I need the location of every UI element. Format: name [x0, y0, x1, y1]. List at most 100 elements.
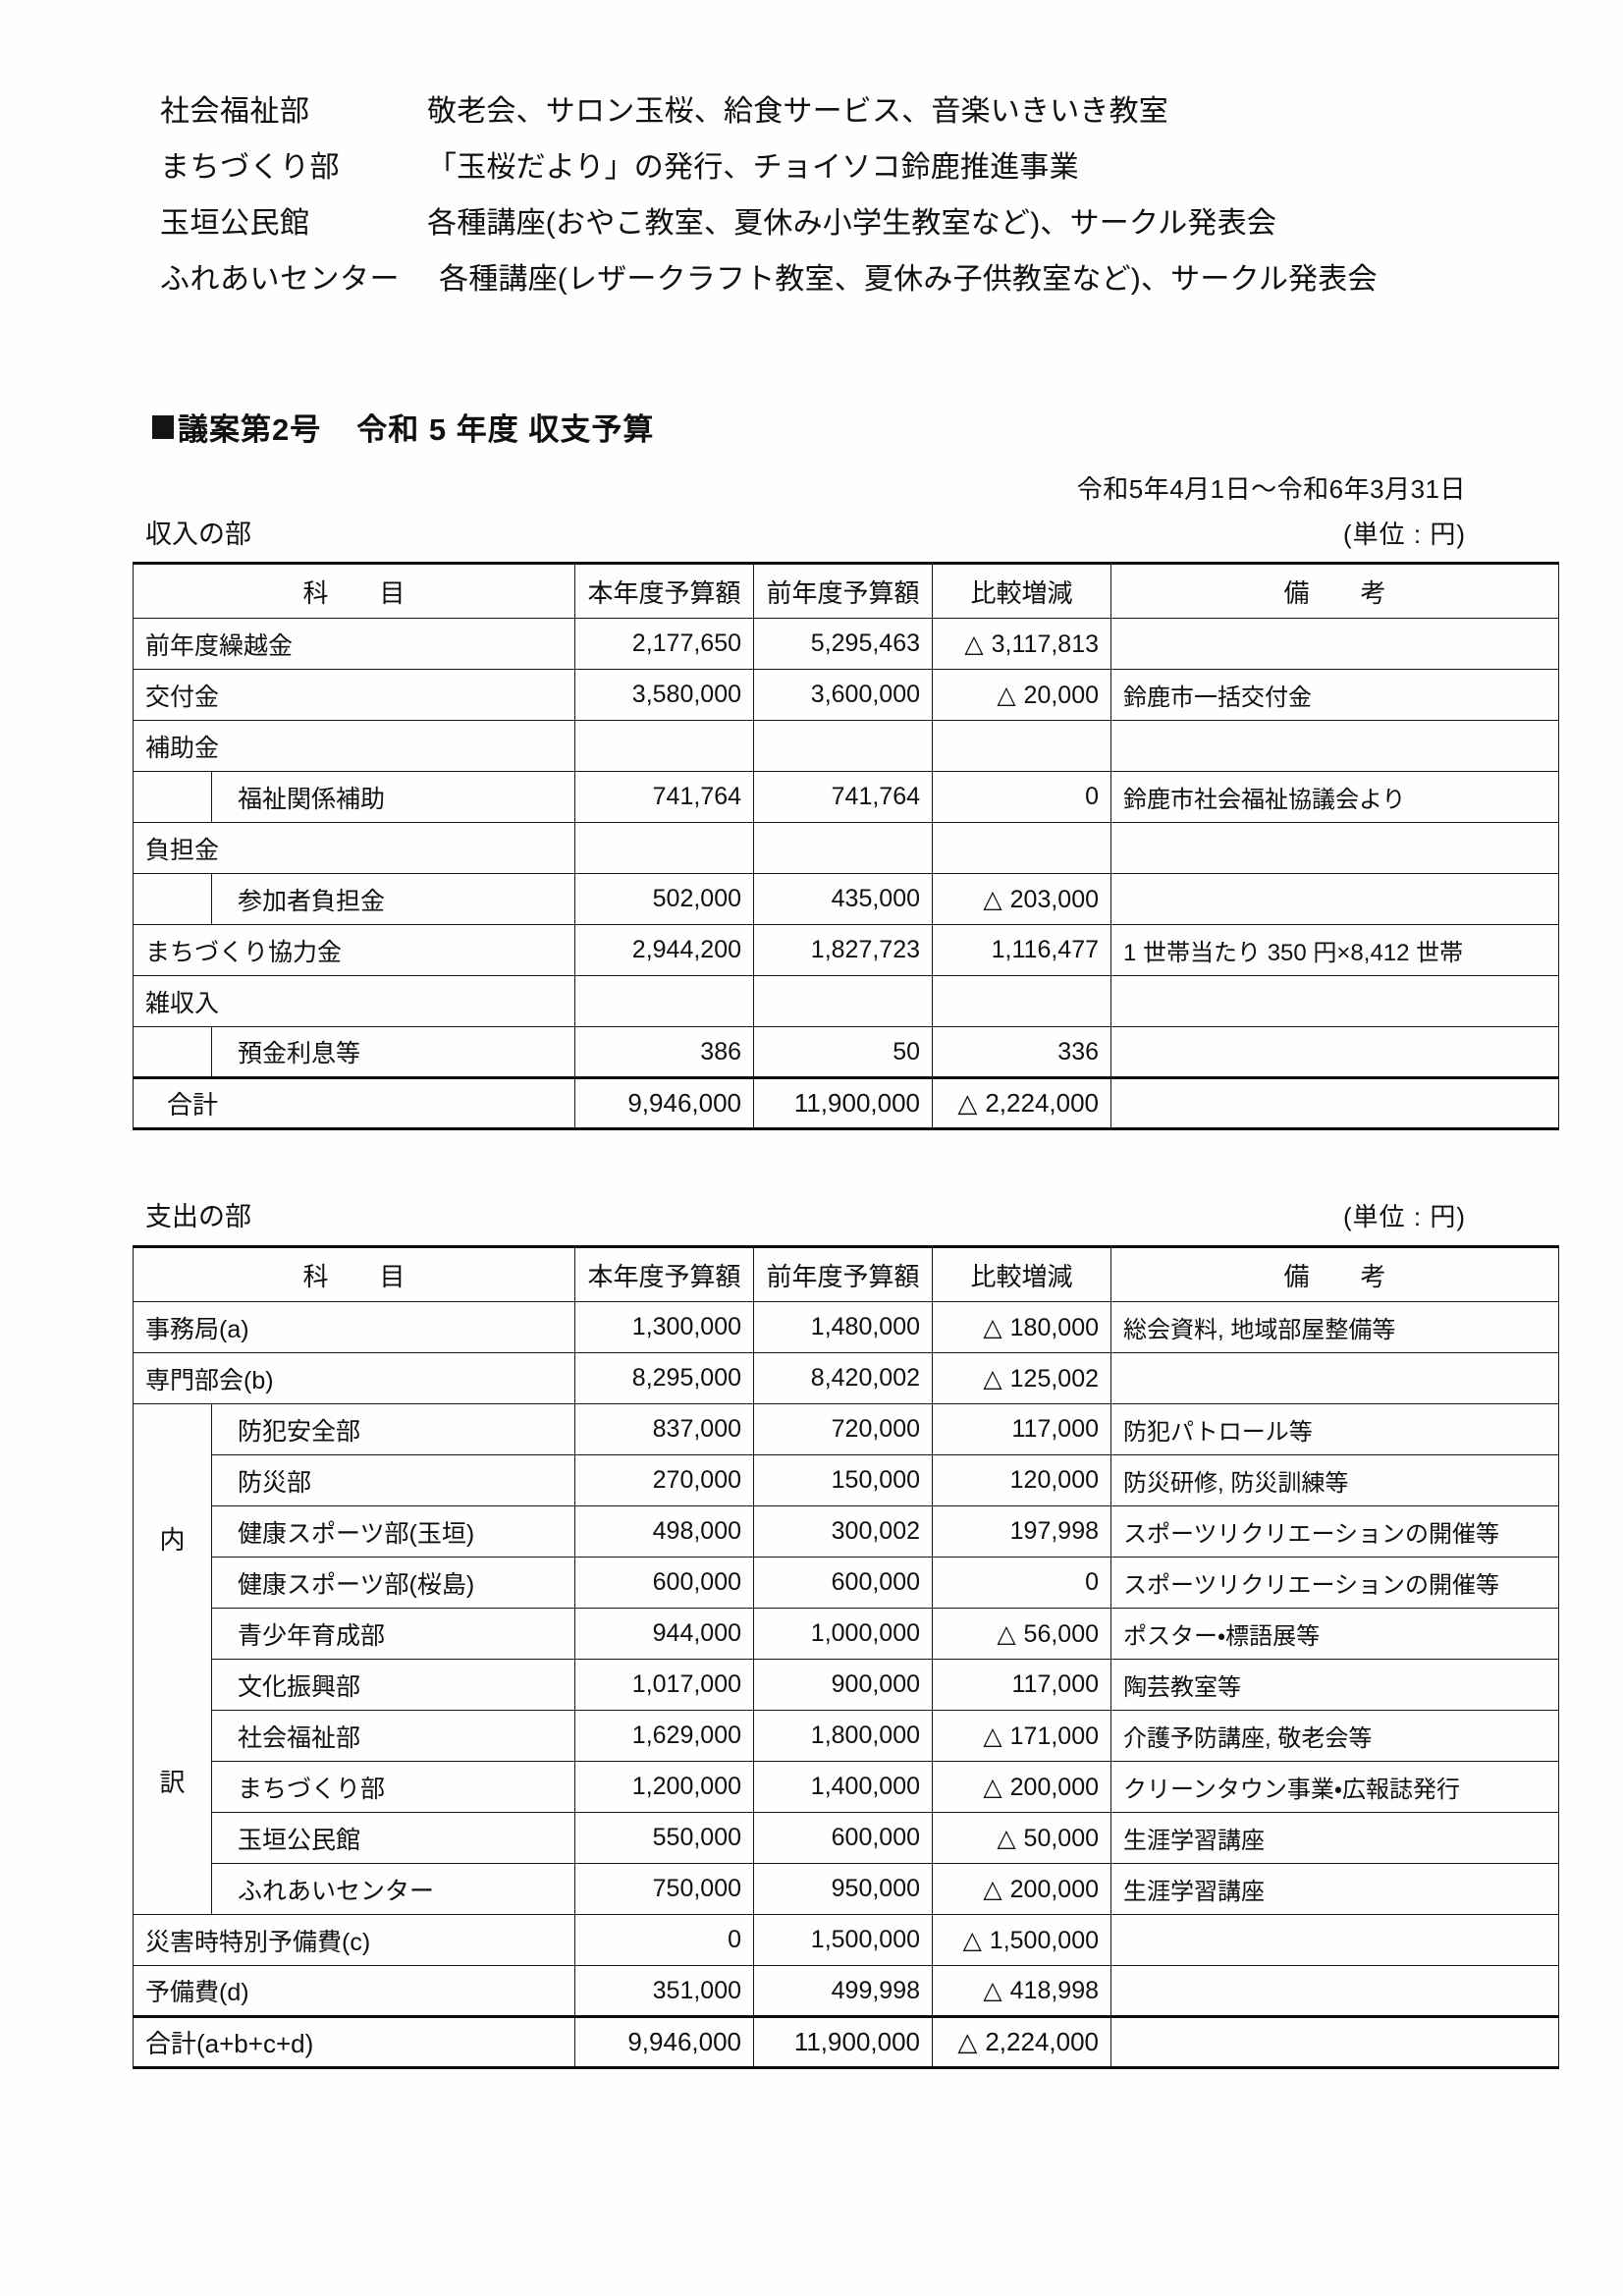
table-row: まちづくり協力金 2,944,200 1,827,723 1,116,477 1 世帯当… — [132, 924, 1560, 976]
row-previous-amount-value: 600,000 — [831, 1824, 921, 1851]
table-row: まちづくり部 1,200,000 1,400,000 △ 200,000 クリーンタウン事… — [134, 1761, 1560, 1813]
row-current-amount-value: 1,200,000 — [631, 1773, 742, 1800]
income-total-label: 合計 — [132, 1076, 576, 1130]
row-current-amount: 550,000 — [574, 1812, 755, 1864]
row-note — [1110, 1914, 1560, 1966]
table-row: 預金利息等 386 50 336 — [133, 1026, 1560, 1078]
table-row: ふれあいセンター 750,000 950,000 △ 200,000 生涯学習講座 — [134, 1863, 1560, 1915]
decrease-triangle-icon: △ — [957, 1088, 978, 1118]
row-current-amount-value: 0 — [728, 1926, 742, 1953]
row-item-label: まちづくり部 — [210, 1761, 576, 1813]
decrease-triangle-icon: △ — [964, 629, 984, 658]
expense-total-row: 合計(a+b+c+d) 9,946,000 11,900,000 △ 2,224,000 — [132, 2015, 1560, 2069]
row-difference-value: 197,998 — [1009, 1517, 1100, 1545]
budget-period: 令和5年4月1日〜令和6年3月31日 — [1076, 474, 1466, 504]
row-difference: △ 203,000 — [932, 873, 1112, 925]
row-current-amount: 8,295,000 — [574, 1352, 755, 1404]
decrease-triangle-icon: △ — [983, 1722, 1002, 1750]
row-previous-amount: 499,998 — [753, 1965, 934, 2017]
row-current-amount: 270,000 — [574, 1454, 755, 1506]
expense-table: 科 目 本年度予算額 前年度予算額 比較増減 備 考 事務局(a) 1,300,0… — [132, 1245, 1560, 2069]
row-current-amount — [574, 720, 755, 772]
row-item-label: 事務局(a) — [132, 1301, 576, 1353]
row-current-amount-value: 502,000 — [652, 885, 742, 912]
proposal-heading: 議案第2号 令和 5 年度 収支予算 — [152, 405, 654, 449]
row-item-label: 福祉関係補助 — [210, 771, 576, 823]
row-current-amount-value: 1,629,000 — [631, 1722, 742, 1749]
row-note: 防災研修, 防災訓練等 — [1110, 1454, 1560, 1506]
row-note: 生涯学習講座 — [1110, 1812, 1560, 1864]
row-current-amount-value: 270,000 — [652, 1466, 742, 1494]
table-row: 健康スポーツ部(玉垣) 498,000 300,002 197,998 スポーツリクリエ… — [134, 1505, 1560, 1558]
table-row: 福祉関係補助 741,764 741,764 0 鈴鹿市社会福祉協議会より — [133, 771, 1560, 823]
row-current-amount: 498,000 — [574, 1505, 755, 1558]
row-current-amount: 2,177,650 — [574, 618, 755, 670]
row-previous-amount: 1,800,000 — [753, 1710, 934, 1762]
table-row: 青少年育成部 944,000 1,000,000 △ 56,000 ポスター・標語展等 — [134, 1608, 1560, 1660]
decrease-triangle-icon: △ — [997, 681, 1016, 709]
row-current-amount: 750,000 — [574, 1863, 755, 1915]
expense-total-previous: 11,900,000 — [753, 2015, 934, 2069]
row-note: 鈴鹿市一括交付金 — [1110, 669, 1560, 721]
row-previous-amount: 435,000 — [753, 873, 934, 925]
row-difference-value: 180,000 — [1009, 1313, 1100, 1341]
row-difference-value: 0 — [1085, 783, 1100, 810]
row-difference-value: 418,998 — [1009, 1977, 1100, 2004]
income-total-difference: △ 2,224,000 — [932, 1076, 1112, 1130]
row-note — [1110, 822, 1560, 874]
row-current-amount-value: 750,000 — [652, 1875, 742, 1902]
row-note: 鈴鹿市社会福祉協議会より — [1110, 771, 1560, 823]
row-current-amount: 837,000 — [574, 1403, 755, 1455]
row-item-label: 健康スポーツ部(玉垣) — [210, 1505, 576, 1558]
income-section-label: 収入の部 — [145, 519, 251, 549]
row-item-label: 防犯安全部 — [210, 1403, 576, 1455]
row-previous-amount-value: 600,000 — [831, 1568, 921, 1596]
expense-total-label: 合計(a+b+c+d) — [132, 2015, 576, 2069]
row-previous-amount: 950,000 — [753, 1863, 934, 1915]
row-note — [1110, 873, 1560, 925]
table-row: 前年度繰越金 2,177,650 5,295,463 △ 3,117,813 — [132, 618, 1560, 670]
row-previous-amount — [753, 720, 934, 772]
decrease-triangle-icon: △ — [983, 1773, 1002, 1801]
row-current-amount-value: 498,000 — [652, 1517, 742, 1545]
expense-table-header-row: 科 目 本年度予算額 前年度予算額 比較増減 備 考 — [132, 1245, 1560, 1302]
row-indent-cell — [133, 771, 212, 823]
row-item-label: 玉垣公民館 — [210, 1812, 576, 1864]
income-col-current: 本年度予算額 — [574, 562, 755, 619]
row-item-label: 雑収入 — [132, 975, 576, 1027]
breakdown-label-spacer — [145, 1557, 199, 1763]
row-previous-amount-value: 435,000 — [831, 885, 921, 912]
row-item-label: 預金利息等 — [210, 1026, 576, 1078]
table-row: 内訳防犯安全部 837,000 720,000 117,000 防犯パトロール等 — [133, 1403, 1560, 1915]
row-previous-amount: 5,295,463 — [753, 618, 934, 670]
row-item-label: 予備費(d) — [132, 1965, 576, 2017]
row-current-amount-value: 600,000 — [652, 1568, 742, 1596]
row-current-amount: 741,764 — [574, 771, 755, 823]
row-previous-amount-value: 1,800,000 — [810, 1722, 921, 1749]
row-current-amount — [574, 975, 755, 1027]
row-difference: △ 418,998 — [932, 1965, 1112, 2017]
row-previous-amount-value: 1,500,000 — [810, 1926, 921, 1953]
expense-col-note: 備 考 — [1110, 1245, 1560, 1302]
row-current-amount: 1,017,000 — [574, 1659, 755, 1711]
row-indent-cell — [133, 873, 212, 925]
row-difference: 0 — [932, 1557, 1112, 1609]
department-activity-list: 社会福祉部 敬老会、サロン玉桜、給食サービス、音楽いきいき教室 まちづくり部 「玉桜だ… — [160, 86, 1466, 310]
decrease-triangle-icon: △ — [983, 1313, 1002, 1341]
activity-description: 各種講座(レザークラフト教室、夏休み子供教室など)、サークル発表会 — [439, 263, 1378, 296]
income-total-difference-value: 2,224,000 — [985, 1088, 1100, 1118]
row-previous-amount: 720,000 — [753, 1403, 934, 1455]
row-difference-value: 20,000 — [1023, 681, 1100, 709]
activity-department: 玉垣公民館 — [160, 207, 310, 240]
row-current-amount: 600,000 — [574, 1557, 755, 1609]
row-item-label: 補助金 — [132, 720, 576, 772]
table-row: 負担金 — [132, 822, 1560, 874]
row-difference: 0 — [932, 771, 1112, 823]
row-previous-amount: 300,002 — [753, 1505, 934, 1558]
proposal-title: 令和 5 年度 収支予算 — [356, 412, 655, 447]
row-current-amount: 1,629,000 — [574, 1710, 755, 1762]
row-difference-value: 120,000 — [1009, 1466, 1100, 1494]
row-current-amount: 1,200,000 — [574, 1761, 755, 1813]
table-row: 交付金 3,580,000 3,600,000 △ 20,000 鈴鹿市一括交付金 — [132, 669, 1560, 721]
activity-row: ふれあいセンター 各種講座(レザークラフト教室、夏休み子供教室など)、サークル発表… — [160, 254, 1466, 310]
